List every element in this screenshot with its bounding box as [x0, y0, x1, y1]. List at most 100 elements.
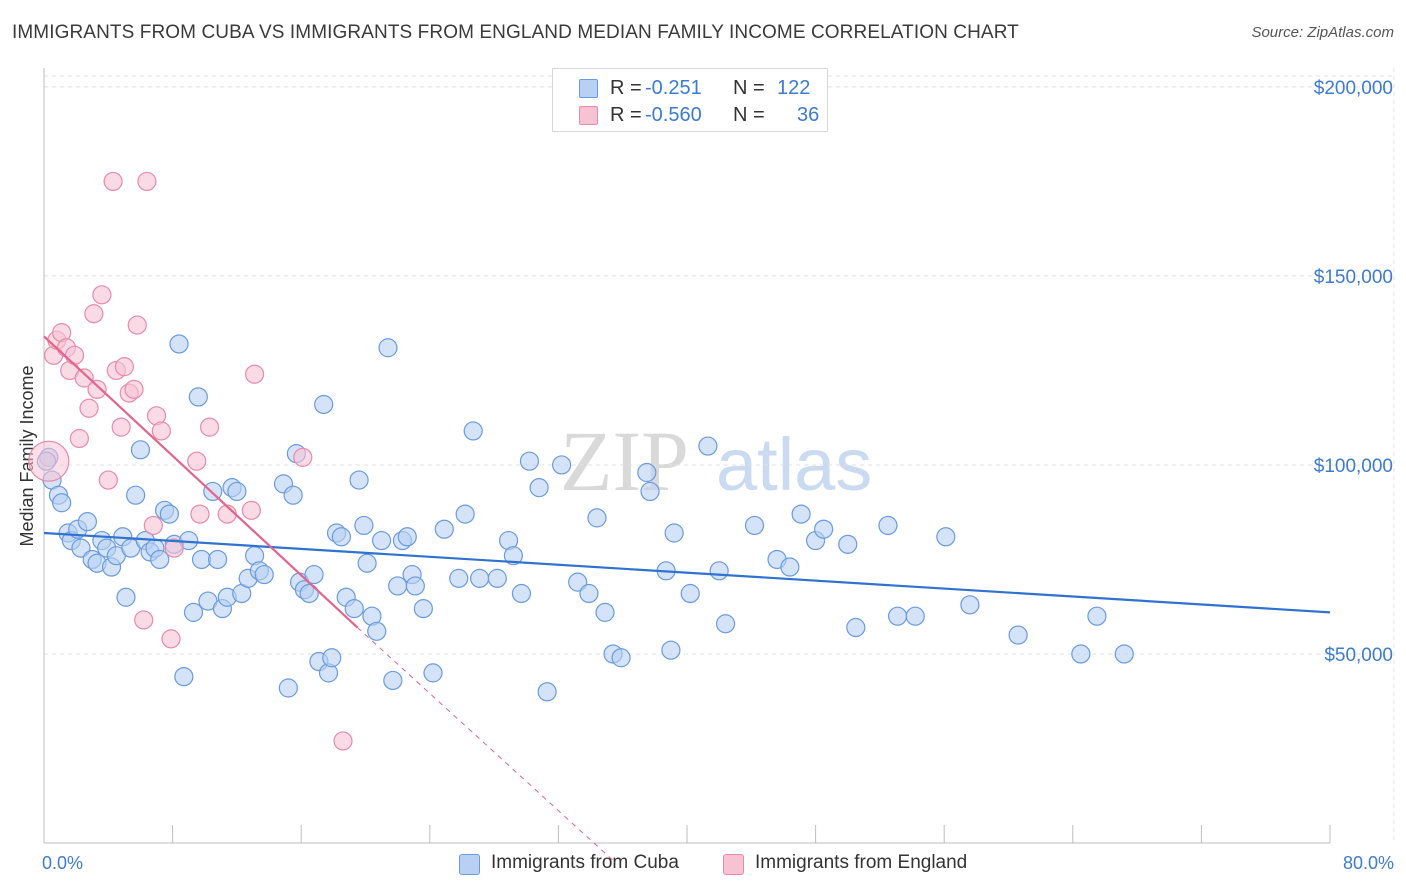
y-tick-label: $150,000 [1314, 267, 1393, 288]
england-legend-swatch [723, 854, 744, 875]
cuba-point [227, 481, 247, 502]
england-point [64, 345, 85, 365]
england-point [164, 538, 184, 558]
watermark: ZIP atlas [560, 413, 872, 509]
cuba-point [878, 515, 898, 536]
cuba-point [455, 504, 475, 524]
cuba-point [537, 682, 557, 702]
cuba-swatch [579, 79, 598, 98]
england-point [190, 504, 210, 524]
cuba-point [511, 583, 532, 604]
cuba-point [887, 606, 908, 626]
y-axis-label: Median Family Income [17, 365, 37, 546]
cuba-point [299, 583, 319, 604]
cuba-point [637, 462, 657, 483]
legend-label-cuba: Immigrants from Cuba [491, 852, 679, 873]
cuba-point [191, 549, 212, 570]
cuba-point [579, 583, 599, 604]
cuba-point [814, 519, 834, 539]
cuba-point [314, 394, 334, 415]
cuba-point [1008, 625, 1028, 645]
cuba-point [463, 421, 483, 441]
cuba-point [367, 621, 387, 641]
n-label: N = [733, 104, 765, 126]
england-point [143, 515, 163, 536]
cuba-point [208, 549, 228, 570]
r-label: R = [610, 77, 642, 99]
cuba-point [159, 504, 179, 524]
england-point [134, 610, 154, 630]
cuba-point [278, 678, 298, 698]
legend-label-england: Immigrants from England [755, 852, 968, 873]
cuba-point [283, 485, 303, 505]
cuba-point [568, 572, 588, 592]
england-point [187, 451, 207, 471]
y-tick-label: $50,000 [1324, 645, 1393, 666]
england-point [79, 398, 99, 418]
england-point [124, 379, 144, 399]
cuba-point [595, 602, 615, 622]
cuba-point [354, 515, 374, 536]
y-tick-labels: $50,000 $100,000 $150,000 $200,000 [1314, 78, 1393, 666]
watermark-atlas: atlas [716, 423, 872, 506]
england-trend-line [43, 335, 359, 629]
cuba-point [936, 527, 956, 547]
cuba-point [371, 530, 392, 551]
cuba-point [397, 527, 417, 547]
cuba-point [77, 512, 98, 532]
england-point [127, 315, 147, 335]
cuba-point [552, 455, 572, 475]
chart-source: Source: ZipAtlas.com [1251, 24, 1394, 41]
x-tick-label: 0.0% [42, 853, 83, 873]
england-point [87, 379, 107, 399]
cuba-point [661, 640, 681, 660]
y-tick-label: $100,000 [1314, 456, 1393, 477]
england-point [84, 304, 104, 324]
cuba-point [698, 436, 718, 456]
cuba-point [449, 568, 469, 588]
watermark-zip: ZIP [560, 413, 689, 509]
cuba-point [709, 561, 729, 581]
england-point [161, 629, 181, 649]
trend-lines [43, 335, 1331, 863]
cuba-point [960, 595, 980, 615]
england-point [293, 447, 313, 467]
cuba-point [413, 599, 433, 619]
cuba-point [254, 564, 274, 585]
cuba-point [331, 527, 351, 547]
cuba-point [378, 338, 398, 358]
cuba-point [183, 602, 204, 622]
cuba-point [715, 614, 736, 634]
cuba-point [188, 387, 208, 407]
n-value: 36 [797, 104, 820, 126]
cuba-point [519, 451, 540, 471]
england-swatch [579, 106, 598, 125]
cuba-point [611, 648, 631, 668]
series-cuba-points [36, 334, 1134, 702]
cuba-point [838, 534, 858, 554]
x-tick-labels: 0.0% 80.0% [42, 853, 1394, 873]
cuba-point [791, 504, 811, 524]
england-point [28, 440, 70, 482]
cuba-point [744, 515, 765, 536]
england-point [69, 428, 89, 449]
cuba-point [126, 485, 146, 505]
england-point [92, 285, 112, 305]
cuba-point [383, 670, 403, 691]
cuba-legend-swatch [459, 854, 480, 875]
england-point [333, 731, 353, 751]
r-value: -0.560 [645, 104, 702, 126]
x-tick-label: 80.0% [1343, 853, 1394, 873]
england-point [151, 421, 171, 441]
cuba-point [357, 553, 377, 573]
series-legend: Immigrants from Cuba Immigrants from Eng… [0, 852, 1406, 878]
cuba-point [52, 493, 72, 513]
cuba-point [116, 587, 136, 607]
cuba-point [434, 519, 454, 539]
england-point [137, 171, 157, 192]
cuba-point [905, 606, 925, 626]
cuba-point [150, 549, 170, 570]
england-point [98, 470, 118, 490]
n-label: N = [733, 77, 765, 99]
cuba-point [169, 334, 189, 354]
